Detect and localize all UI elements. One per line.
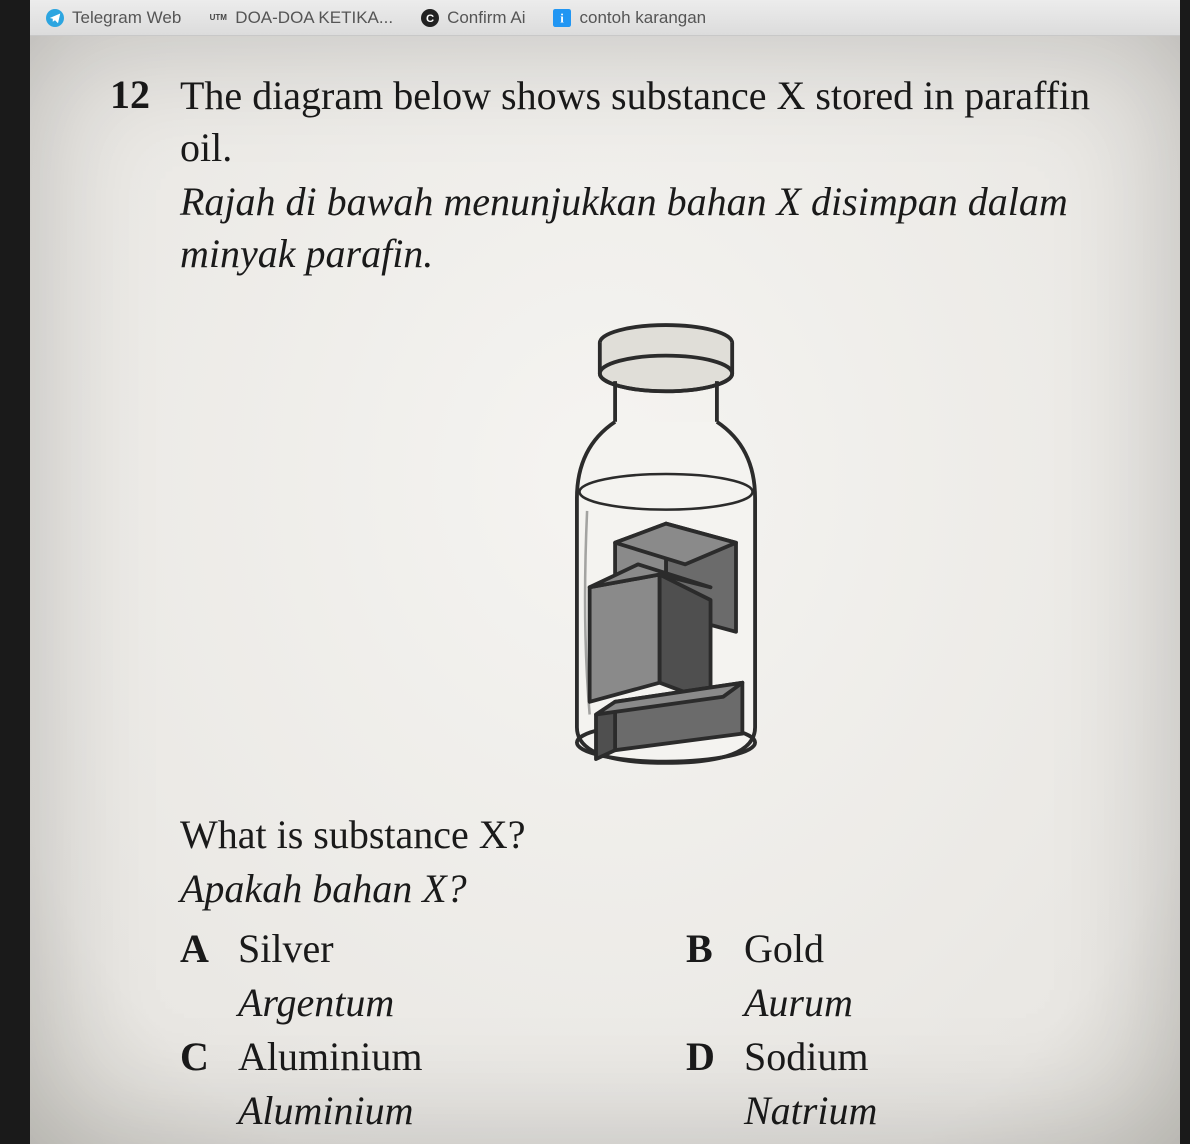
question-text-ms: Rajah di bawah menunjukkan bahan X disim… (180, 176, 1152, 280)
subquestion-ms: Apakah bahan X? (180, 862, 1152, 916)
screenshot-frame: Telegram Web UTM DOA-DOA KETIKA... C Con… (0, 0, 1190, 1144)
options-grid: A Silver Argentum B Gold Aurum (180, 922, 1152, 1138)
bookmark-contoh[interactable]: i contoh karangan (553, 8, 706, 28)
bookmark-label: DOA-DOA KETIKA... (235, 8, 393, 28)
bookmark-doa[interactable]: UTM DOA-DOA KETIKA... (209, 8, 393, 28)
question-block: 12 The diagram below shows substance X s… (110, 70, 1152, 1138)
info-icon: i (553, 9, 571, 27)
option-text-ms: Aurum (744, 976, 853, 1030)
option-text-en: Gold (744, 922, 853, 976)
question-body: The diagram below shows substance X stor… (180, 70, 1152, 1138)
question-text-en: The diagram below shows substance X stor… (180, 70, 1152, 174)
option-b[interactable]: B Gold Aurum (686, 922, 1152, 1030)
bookmark-label: contoh karangan (579, 8, 706, 28)
option-text-en: Sodium (744, 1030, 877, 1084)
option-a[interactable]: A Silver Argentum (180, 922, 646, 1030)
bookmark-label: Confirm Ai (447, 8, 525, 28)
option-text-ms: Natrium (744, 1084, 877, 1138)
option-letter: A (180, 922, 216, 1030)
option-letter: B (686, 922, 722, 1030)
jar-diagram (526, 320, 806, 778)
circle-c-icon: C (421, 9, 439, 27)
option-c[interactable]: C Aluminium Aluminium (180, 1030, 646, 1138)
option-letter: D (686, 1030, 722, 1138)
svg-text:i: i (561, 11, 565, 25)
option-text-ms: Argentum (238, 976, 394, 1030)
bookmark-telegram[interactable]: Telegram Web (46, 8, 181, 28)
bookmarks-bar: Telegram Web UTM DOA-DOA KETIKA... C Con… (30, 0, 1180, 36)
option-text-en: Silver (238, 922, 394, 976)
bookmark-confirm-ai[interactable]: C Confirm Ai (421, 8, 525, 28)
text-icon: UTM (209, 9, 227, 27)
telegram-icon (46, 9, 64, 27)
subquestion-en: What is substance X? (180, 808, 1152, 862)
option-letter: C (180, 1030, 216, 1138)
bookmark-label: Telegram Web (72, 8, 181, 28)
option-text-ms: Aluminium (238, 1084, 422, 1138)
question-page: 12 The diagram below shows substance X s… (30, 36, 1180, 1144)
question-number: 12 (110, 70, 160, 120)
option-text-en: Aluminium (238, 1030, 422, 1084)
option-d[interactable]: D Sodium Natrium (686, 1030, 1152, 1138)
diagram-container (180, 320, 1152, 778)
svg-text:C: C (426, 12, 434, 24)
